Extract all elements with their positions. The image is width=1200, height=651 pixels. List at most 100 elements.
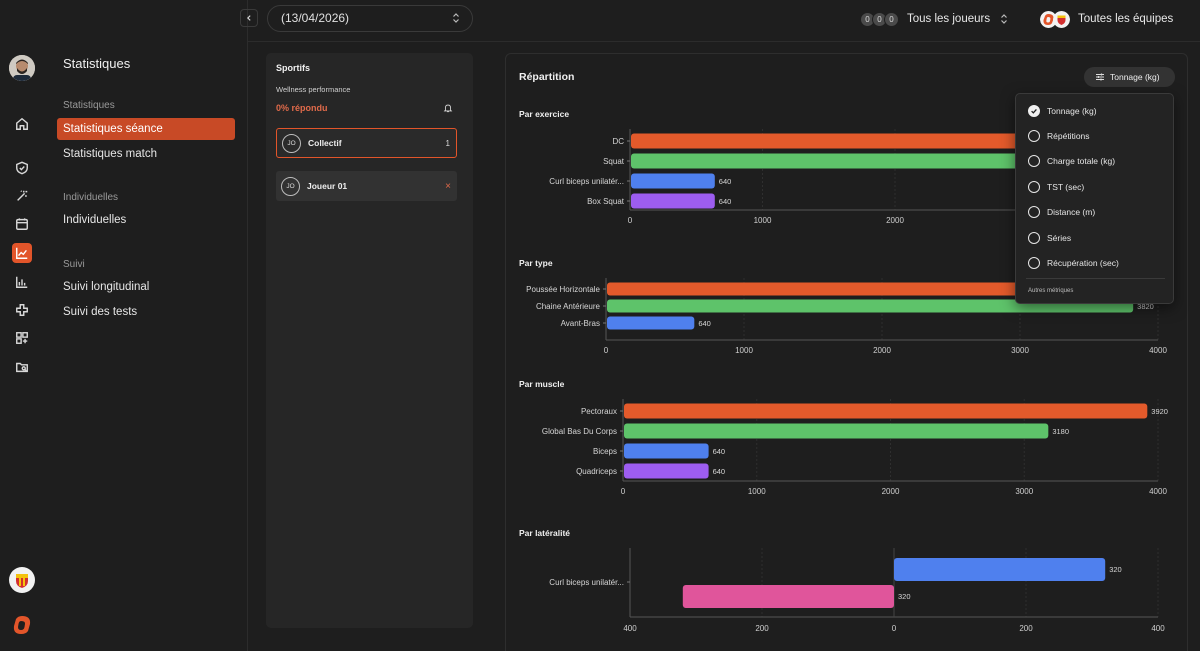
metric-option-recuperation[interactable]: Récupération (sec) [1028,256,1119,270]
x-tick-label: 2000 [886,216,904,225]
athlete-name: Joueur 01 [307,181,348,191]
radio-checked-icon [1028,105,1040,117]
bar [607,282,1147,296]
response-rate: 0% répondu [276,103,328,113]
radio-icon [1028,232,1040,244]
category-label: DC [612,137,624,146]
shield-icon[interactable] [12,158,32,178]
athlete-avatar: JO [281,176,300,196]
date-selector[interactable]: (13/04/2026) [267,5,473,32]
home-icon[interactable] [12,114,32,134]
metric-option-label: Charge totale (kg) [1047,156,1116,166]
radio-icon [1028,206,1040,218]
metric-option-label: Distance (m) [1047,207,1096,217]
metric-option-label: Tonnage (kg) [1047,106,1097,116]
distribution-title: Répartition [519,71,575,83]
magic-wand-icon[interactable] [12,186,32,206]
metric-option-label: TST (sec) [1047,182,1085,192]
nav-item-individuelles[interactable]: Individuelles [63,214,127,226]
metric-option-tonnage[interactable]: Tonnage (kg) [1028,104,1097,118]
nav-item-statistiques-match[interactable]: Statistiques match [63,148,157,160]
nav-section-statistiques: Statistiques [63,100,115,111]
metric-option-repetitions[interactable]: Répétitions [1028,129,1090,143]
x-tick-label: 200 [755,624,769,633]
players-selector[interactable]: 0 0 0 Tous les joueurs [860,9,1008,29]
players-label: Tous les joueurs [907,13,991,25]
data-label: 3920 [1151,407,1168,416]
brand-logo [10,613,34,637]
x-tick-label: 4000 [1149,346,1167,355]
category-label: Poussée Horizontale [526,285,600,294]
line-chart-icon[interactable] [12,243,32,263]
metric-option-tst[interactable]: TST (sec) [1028,180,1084,194]
athlete-row-collectif[interactable]: JO Collectif 1 [276,128,457,158]
category-label: Curl biceps unilatér... [549,578,624,587]
metric-option-label: Séries [1047,233,1072,243]
nav-item-suivi-des-tests[interactable]: Suivi des tests [63,306,138,318]
dashboard-grid-icon[interactable] [12,328,32,348]
bar-right [894,558,1106,581]
data-label: 640 [713,447,726,456]
nav-section-suivi: Suivi [63,259,85,270]
metric-dropdown: Tonnage (kg) Répétitions Charge totale (… [1015,93,1174,304]
bar-chart-icon[interactable] [12,272,32,292]
metric-option-label: Répétitions [1047,131,1090,141]
x-tick-label: 0 [604,346,609,355]
x-tick-label: 3000 [1011,346,1029,355]
data-label: 640 [719,197,732,206]
user-avatar[interactable] [9,55,35,81]
nav-item-suivi-longitudinal[interactable]: Suivi longitudinal [63,281,150,293]
athlete-count: 1 [445,138,450,148]
category-label: Chaine Antérieure [536,302,601,311]
metric-option-series[interactable]: Séries [1028,231,1071,245]
bell-icon[interactable] [443,103,453,113]
folder-search-icon[interactable] [12,357,32,377]
x-tick-label: 2000 [882,487,900,496]
sidebar-title: Statistiques [63,56,131,71]
updown-chevron-icon [1001,14,1008,24]
bar [607,316,695,330]
data-label: 3180 [1052,427,1069,436]
wellness-subtitle: Wellness performance [276,85,351,94]
athlete-name: Collectif [308,138,342,148]
team-logo-club [1053,10,1070,28]
metric-selector-button[interactable]: Tonnage (kg) [1084,67,1175,87]
category-label: Pectoraux [581,407,617,416]
category-label: Curl biceps unilatér... [549,177,624,186]
metric-option-label: Récupération (sec) [1047,258,1119,268]
bar [624,403,1148,419]
date-value: (13/04/2026) [281,11,350,25]
collapse-sidebar-button[interactable] [240,9,258,27]
category-label: Squat [603,157,625,166]
category-label: Biceps [593,447,617,456]
nav-item-statistiques-seance[interactable]: Statistiques séance [57,118,235,140]
x-tick-label: 1000 [735,346,753,355]
teams-selector[interactable]: Toutes les équipes [1040,9,1173,29]
metric-option-charge-totale[interactable]: Charge totale (kg) [1028,154,1115,168]
bar [624,443,709,459]
chevron-left-icon [247,15,251,21]
calendar-icon[interactable] [12,214,32,234]
bar [631,193,715,209]
athlete-row-joueur-01[interactable]: JO Joueur 01 × [276,171,457,201]
metric-option-distance[interactable]: Distance (m) [1028,205,1095,219]
remove-athlete-icon[interactable]: × [445,180,451,192]
medical-cross-icon[interactable] [12,300,32,320]
radio-icon [1028,181,1040,193]
category-label: Quadriceps [576,467,617,476]
x-tick-label: 200 [1019,624,1033,633]
x-tick-label: 3000 [1015,487,1033,496]
chart-par-muscle: 0 1000 2000 3000 4000 Pectoraux 3920 Global Bas… [542,399,1168,496]
bar [631,173,715,189]
x-tick-label: 1000 [754,216,772,225]
dropdown-divider [1026,278,1165,279]
athlete-avatar: JO [282,133,301,153]
data-label: 640 [698,319,711,328]
team-logo-brand [1040,10,1057,28]
category-label: Avant-Bras [561,319,600,328]
radio-icon [1028,257,1040,269]
other-metrics-link[interactable]: Autres métriques [1028,288,1074,294]
data-label: 3820 [1137,302,1154,311]
club-logo[interactable] [9,567,35,593]
x-tick-label: 0 [621,487,626,496]
